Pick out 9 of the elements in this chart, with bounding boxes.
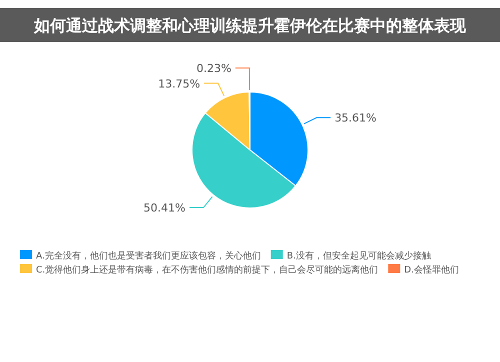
chart-title: 如何通过战术调整和心理训练提升霍伊伦在比赛中的整体表现 (33, 16, 467, 35)
data-label: 35.61% (334, 112, 377, 125)
legend-label: A.完全没有，他们也是受害者我们更应该包容，关心他们 (36, 250, 261, 262)
legend-label: C.觉得他们身上还是带有病毒，在不伤害他们感情的前提下，自己会尽可能的远离他们 (36, 264, 378, 276)
data-label: 50.41% (144, 202, 186, 215)
data-label: 0.23% (196, 62, 232, 75)
data-label: 13.75% (158, 77, 200, 90)
legend-label: D.会怪罪他们 (404, 264, 459, 276)
legend-label: B.没有，但安全起见可能会减少接触 (286, 250, 431, 262)
